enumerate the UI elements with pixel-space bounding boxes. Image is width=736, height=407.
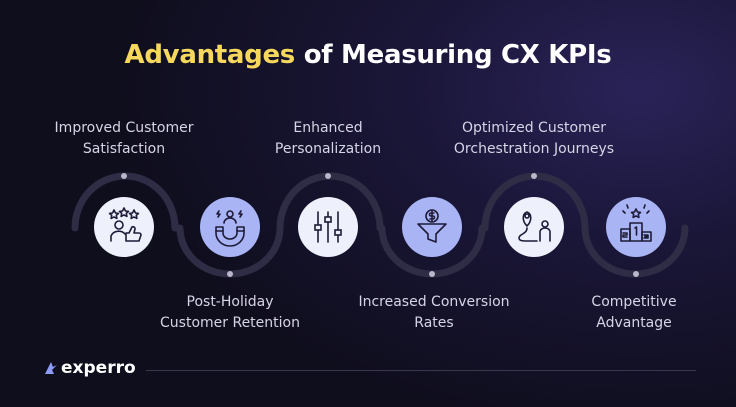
step-label-5: Optimized Customer Orchestration Journey…: [424, 118, 644, 160]
step-label-5-line1: Optimized Customer: [461, 120, 607, 136]
page-title: Advantages of Measuring CX KPIs: [0, 40, 736, 70]
step-label-2-line2: Customer Retention: [160, 315, 300, 331]
brand-mark-icon: [45, 362, 57, 374]
step-label-1-line2: Satisfaction: [82, 141, 166, 157]
title-rest: of Measuring CX KPIs: [294, 40, 612, 70]
step-label-2: Post-Holiday Customer Retention: [120, 292, 340, 334]
connector-dots: [121, 173, 639, 277]
podium-icon: [620, 204, 652, 242]
step-label-3: Enhanced Personalization: [218, 118, 438, 160]
step-label-4-line1: Increased Conversion: [358, 294, 510, 310]
footer-divider: [146, 370, 696, 371]
connector-arcs: [71, 172, 689, 278]
experro-logo: experro: [44, 358, 136, 378]
step-label-2-line1: Post-Holiday: [186, 294, 274, 310]
step-label-4: Increased Conversion Rates: [324, 292, 544, 334]
step-label-6-line1: Competitive: [591, 294, 677, 310]
step-label-1: Improved Customer Satisfaction: [14, 118, 234, 160]
customer-satisfaction-icon: [108, 207, 142, 242]
step-label-3-line1: Enhanced: [293, 120, 363, 136]
step-label-3-line2: Personalization: [274, 141, 382, 157]
step-circle-5: [504, 197, 564, 257]
magnet-retention-icon: [215, 210, 245, 247]
brand-name: experro: [61, 358, 136, 378]
step-label-4-line2: Rates: [414, 315, 454, 331]
funnel-dollar-icon: [417, 209, 447, 243]
step-circle-3: [298, 197, 358, 257]
step-label-6-line2: Advantage: [596, 315, 672, 331]
step-circle-1: [94, 197, 154, 257]
step-circle-4: [402, 197, 462, 257]
title-highlight: Advantages: [124, 40, 296, 70]
sliders-icon: [314, 211, 342, 243]
step-label-6: Competitive Advantage: [524, 292, 736, 334]
step-circle-6: [606, 197, 666, 257]
step-label-1-line1: Improved Customer: [54, 120, 194, 136]
step-label-5-line2: Orchestration Journeys: [453, 141, 615, 157]
step-circle-2: [200, 197, 260, 257]
journey-map-icon: [518, 211, 551, 242]
